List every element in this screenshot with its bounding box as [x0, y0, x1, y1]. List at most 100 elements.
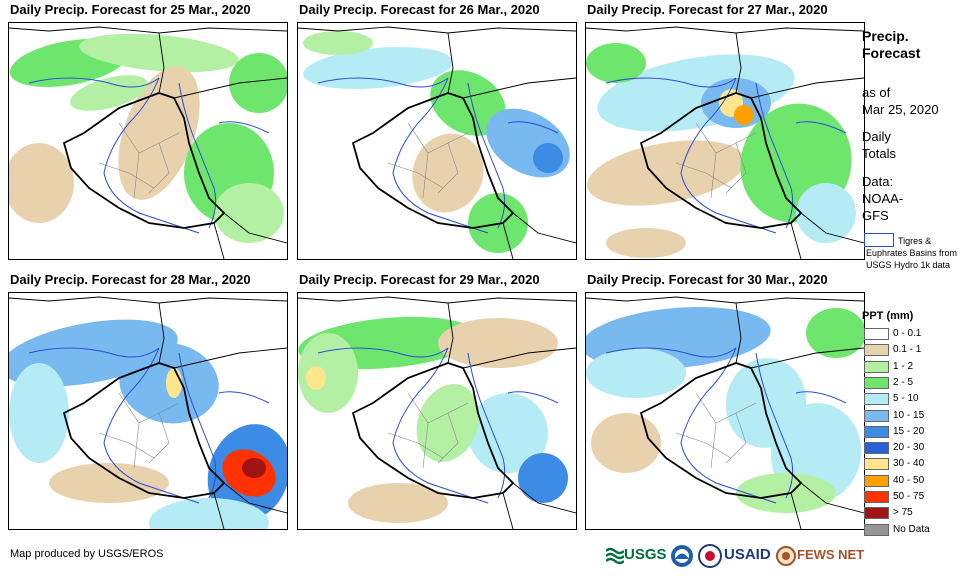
legend-class: 1 - 2: [864, 359, 962, 375]
forecast-panel-3: Daily Precip. Forecast for 27 Mar., 2020: [577, 0, 867, 262]
iraq-border: [62, 92, 226, 229]
euphrates-basin-outline: [392, 347, 489, 504]
precip-area: [586, 348, 686, 398]
province-borders: [98, 392, 180, 469]
basin-outline: [317, 347, 559, 404]
basin-outline: [605, 347, 847, 404]
legend-swatch: [864, 376, 889, 389]
precip-area: [306, 366, 326, 390]
precip-map: [8, 292, 288, 530]
legend-class: 15 - 20: [864, 424, 962, 440]
precip-area: [298, 333, 358, 413]
country-borders: [9, 296, 287, 529]
legend-label: 0 - 0.1: [893, 328, 922, 339]
tigris-basin-outline: [755, 82, 794, 229]
forecast-panel-2: Daily Precip. Forecast for 26 Mar., 2020: [289, 0, 579, 262]
precip-area: [796, 183, 856, 243]
legend-label: 0.1 - 1: [893, 344, 922, 356]
map-canvas: [9, 26, 287, 259]
basin-outline-swatch: [864, 233, 894, 247]
legend-swatch: [864, 393, 889, 406]
legend-class: 50 - 75: [864, 489, 962, 505]
forecast-panel-6: Daily Precip. Forecast for 30 Mar., 2020: [577, 270, 867, 532]
usgs-wave-icon: [606, 547, 624, 565]
legend-swatch: [864, 442, 889, 455]
precip-area: [734, 105, 754, 125]
precip-area: [587, 140, 745, 206]
legend-label: 2 - 5: [893, 376, 914, 388]
country-borders: [298, 26, 576, 259]
panel-title: Daily Precip. Forecast for 30 Mar., 2020: [587, 272, 828, 287]
precip-area: [348, 483, 448, 523]
precip-area: [9, 143, 74, 223]
legend-class: 20 - 30: [864, 440, 962, 456]
legend-swatch: [864, 491, 889, 503]
precip-map: [297, 292, 577, 530]
precip-map: [8, 22, 288, 260]
precip-area: [166, 368, 182, 398]
precip-area: [9, 363, 69, 463]
iraq-border: [351, 362, 515, 499]
precip-area: [118, 66, 200, 200]
legend-label: 10 - 15: [893, 409, 925, 421]
legend-label: 50 - 75: [893, 491, 925, 502]
forecast-panel-1: Daily Precip. Forecast for 25 Mar., 2020: [0, 0, 290, 262]
legend-label: 1 - 2: [893, 360, 914, 372]
euphrates-basin-outline: [680, 77, 777, 234]
legend-label: > 75: [893, 507, 913, 519]
legend-as-of: as of Mar 25, 2020: [862, 85, 939, 117]
legend-label: No Data: [893, 523, 930, 535]
precip-area: [468, 393, 548, 473]
legend-swatch: [864, 360, 889, 373]
legend-swatch: [864, 344, 889, 357]
fewsnet-logo-text: FEWS NET: [797, 547, 865, 562]
basin-outline: [28, 77, 270, 134]
precip-area: [438, 318, 558, 368]
agency-logos: USGS USAID FEWS NET: [606, 541, 864, 571]
legend-label: 30 - 40: [893, 458, 925, 470]
iraq-border: [639, 362, 803, 499]
panel-title: Daily Precip. Forecast for 26 Mar., 2020: [299, 2, 540, 17]
fewsnet-sun-icon: [776, 546, 796, 566]
basin-note: Tigres & Euphrates Basins from USGS Hydr…: [866, 236, 958, 270]
panel-title: Daily Precip. Forecast for 28 Mar., 2020: [10, 272, 251, 287]
map-canvas: [586, 26, 864, 259]
precip-map: [297, 22, 577, 260]
precip-area: [229, 53, 287, 113]
legend-class: > 75: [864, 505, 962, 521]
legend-swatch: [864, 328, 889, 340]
legend-class: 40 - 50: [864, 473, 962, 489]
legend-label: 15 - 20: [893, 425, 925, 437]
noaa-logo: [670, 541, 696, 571]
basin-outline: [28, 347, 270, 404]
precip-area: [214, 183, 284, 243]
legend-class: 0.1 - 1: [864, 342, 962, 358]
panel-title: Daily Precip. Forecast for 29 Mar., 2020: [299, 272, 540, 287]
forecast-panel-4: Daily Precip. Forecast for 28 Mar., 2020: [0, 270, 290, 532]
legend-class: 2 - 5: [864, 375, 962, 391]
legend-swatch: [864, 474, 889, 487]
ppt-legend-title: PPT (mm): [862, 310, 914, 322]
legend-daily-totals: Daily Totals: [862, 129, 896, 161]
legend-class: 0 - 0.1: [864, 326, 962, 342]
iraq-border: [351, 92, 515, 229]
tigris-basin-outline: [178, 82, 217, 229]
legend-swatch: [864, 425, 889, 438]
province-borders: [387, 122, 469, 199]
province-borders: [98, 122, 180, 199]
usgs-logo-text: USGS: [624, 546, 667, 563]
precip-area: [806, 308, 864, 358]
legend-class: 10 - 15: [864, 408, 962, 424]
legend-swatch: [864, 458, 889, 471]
usaid-seal-icon: [698, 544, 722, 568]
usaid-logo-text: USAID: [724, 546, 771, 563]
legend-label: 20 - 30: [893, 442, 925, 454]
legend-swatch: [864, 409, 889, 422]
forecast-panel-5: Daily Precip. Forecast for 29 Mar., 2020: [289, 270, 579, 532]
precip-area: [591, 413, 661, 473]
usgs-logo: USGS: [606, 541, 668, 571]
panel-title: Daily Precip. Forecast for 27 Mar., 2020: [587, 2, 828, 17]
precip-area: [533, 143, 563, 173]
legend-swatch: [864, 523, 889, 536]
precip-area: [149, 498, 269, 529]
